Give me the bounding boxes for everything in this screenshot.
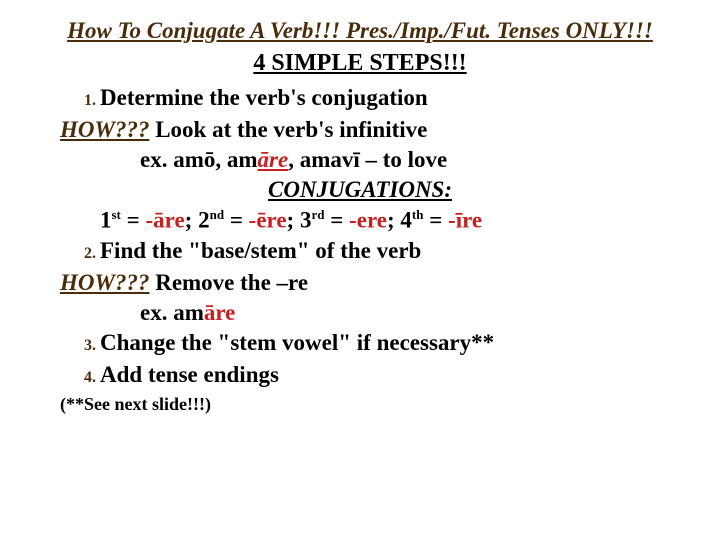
step2-ex-red: āre — [204, 300, 236, 325]
how-label-1: HOW??? — [60, 117, 149, 142]
step1-how-rest: Look at the verb's infinitive — [149, 117, 427, 142]
c3-sep: ; — [387, 208, 400, 233]
conjugations-line: 1st = -āre; 2nd = -ēre; 3rd = -ere; 4th … — [60, 207, 660, 234]
slide-body: How To Conjugate A Verb!!! Pres./Imp./Fu… — [0, 0, 720, 425]
steps-list-3: Change the "stem vowel" if necessary** A… — [60, 330, 660, 388]
step-1: Determine the verb's conjugation — [100, 85, 660, 111]
c1-end: -āre — [146, 208, 185, 233]
step-1-text: Determine the verb's conjugation — [100, 85, 428, 110]
c2-end: -ēre — [249, 208, 287, 233]
subtitle: 4 SIMPLE STEPS!!! — [60, 50, 660, 77]
step-3: Change the "stem vowel" if necessary** — [100, 330, 660, 356]
c2-sep: ; — [287, 208, 300, 233]
step2-how-rest: Remove the –re — [149, 270, 308, 295]
step2-how-line: HOW??? Remove the –re — [60, 270, 660, 296]
c4-eq: = — [423, 208, 448, 233]
c4-ord: th — [412, 207, 424, 222]
c3-eq: = — [324, 208, 349, 233]
page-title: How To Conjugate A Verb!!! Pres./Imp./Fu… — [60, 18, 660, 44]
step2-ex-pre: ex. am — [140, 300, 204, 325]
c3-ord: rd — [311, 207, 324, 222]
step-4-text: Add tense endings — [100, 362, 279, 387]
c1-num: 1 — [100, 208, 112, 233]
step2-example: ex. amāre — [60, 300, 660, 326]
steps-list: Determine the verb's conjugation — [60, 85, 660, 111]
step-4: Add tense endings — [100, 362, 660, 388]
step1-how-line: HOW??? Look at the verb's infinitive — [60, 117, 660, 143]
step1-example: ex. amō, amāre, amavī – to love — [60, 147, 660, 173]
c3-num: 3 — [300, 208, 312, 233]
conjugations-header: CONJUGATIONS: — [60, 177, 660, 203]
step1-ex-post: , amavī – to love — [288, 147, 447, 172]
c3-end: -ere — [349, 208, 387, 233]
c4-num: 4 — [400, 208, 412, 233]
steps-list-2: Find the "base/stem" of the verb — [60, 238, 660, 264]
step-3-text: Change the "stem vowel" if necessary** — [100, 330, 494, 355]
c1-sep: ; — [185, 208, 198, 233]
c1-eq: = — [121, 208, 146, 233]
c4-end: -īre — [448, 208, 482, 233]
c2-ord: nd — [210, 207, 224, 222]
c1-ord: st — [112, 207, 121, 222]
c2-num: 2 — [198, 208, 210, 233]
how-label-2: HOW??? — [60, 270, 149, 295]
c2-eq: = — [224, 208, 249, 233]
step-2-text: Find the "base/stem" of the verb — [100, 238, 421, 263]
footnote: (**See next slide!!!) — [60, 394, 660, 415]
step1-ex-red: āre — [258, 147, 289, 172]
step1-ex-pre: ex. amō, am — [140, 147, 258, 172]
step-2: Find the "base/stem" of the verb — [100, 238, 660, 264]
